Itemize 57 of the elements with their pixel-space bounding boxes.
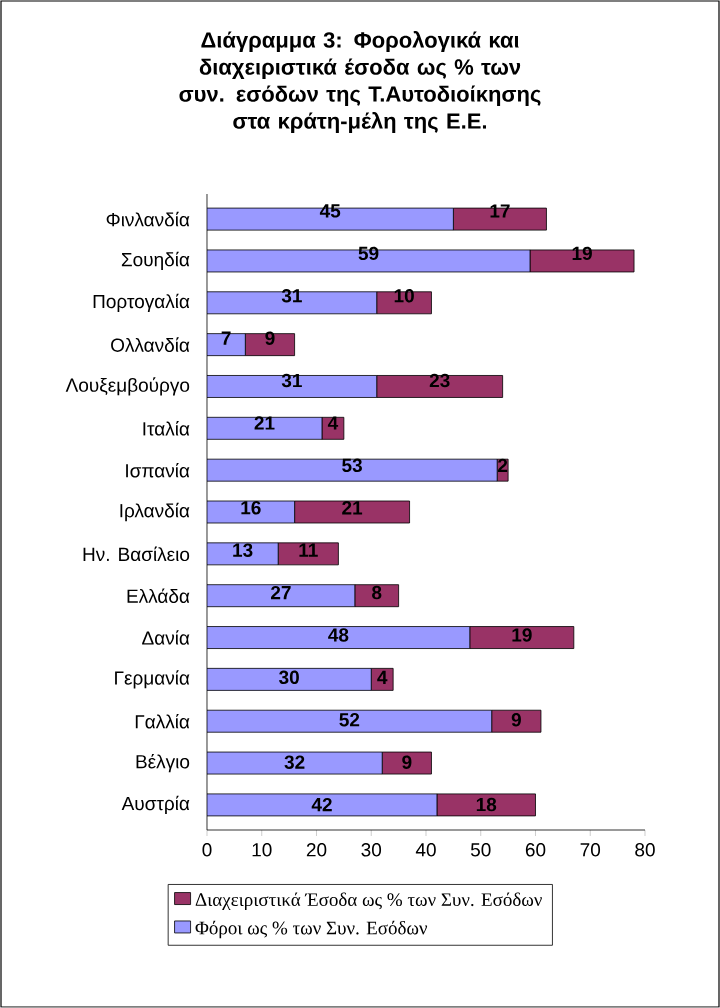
- data-label: 9: [511, 713, 521, 727]
- x-tick-label: 50: [470, 843, 491, 857]
- data-label: 10: [394, 289, 414, 303]
- x-tick-label: 80: [635, 843, 655, 857]
- data-label: 9: [265, 331, 275, 345]
- data-label: 8: [372, 585, 382, 600]
- y-tick-label: Γερμανία: [115, 670, 190, 689]
- data-label: 4: [327, 416, 339, 430]
- data-label: 21: [342, 501, 363, 515]
- data-label: 7: [221, 331, 231, 345]
- y-tick-label: Γαλλία: [135, 713, 190, 729]
- data-label: 30: [278, 670, 299, 685]
- data-label: 32: [284, 755, 305, 769]
- x-tick-label: 20: [306, 843, 327, 857]
- data-label: 31: [281, 373, 302, 388]
- data-label: 21: [254, 416, 275, 430]
- data-label: 4: [377, 670, 388, 684]
- y-tick-label: Πορτογαλία: [93, 293, 190, 312]
- data-label: 48: [328, 628, 349, 642]
- chart-title: Διάγραμμα 3: Φορολογικά και διαχειριστικά έσοδα ως % των συν. εσόδων της Τ.Αυτοδιοίκησης στα κράτη-μέλη της Ε.Ε.: [179, 31, 541, 134]
- data-label: 11: [299, 543, 318, 557]
- x-tick-label: 40: [415, 843, 436, 857]
- y-tick-label: Ισπανία: [126, 462, 190, 478]
- x-tick-label: 30: [361, 843, 382, 857]
- x-tick-label: 10: [252, 843, 272, 857]
- data-label: 2: [498, 458, 508, 472]
- y-tick-label: Βέλγιο: [136, 753, 190, 773]
- data-label: 16: [241, 501, 261, 515]
- data-label: 31: [281, 289, 302, 303]
- legend-label: Διαχειριστικά Έσοδα ως % των Συν. Εσόδων: [195, 892, 542, 910]
- data-label: 53: [342, 458, 362, 473]
- y-tick-label: Δανία: [142, 630, 190, 645]
- data-label: 9: [402, 755, 412, 769]
- legend-label: Φόροι ως % των Συν. Εσόδων: [195, 920, 428, 939]
- data-label: 27: [271, 585, 291, 600]
- data-label: 23: [429, 373, 450, 388]
- x-tick-label: 0: [202, 843, 212, 857]
- y-tick-label: Αυστρία: [121, 795, 190, 815]
- data-label: 45: [319, 204, 341, 218]
- y-tick-label: Ιρλανδία: [120, 502, 190, 522]
- data-label: 59: [358, 246, 379, 261]
- data-label: 42: [311, 797, 332, 812]
- y-tick-label: Φινλανδία: [106, 211, 190, 227]
- x-tick-label: 60: [525, 843, 546, 857]
- y-tick-label: Ελλάδα: [127, 588, 190, 603]
- y-tick-label: Λουξεμβούργο: [65, 377, 190, 396]
- data-label: 18: [476, 797, 497, 812]
- data-label: 17: [490, 204, 510, 218]
- data-label: 52: [339, 713, 360, 727]
- y-tick-label: Ιταλία: [143, 421, 190, 436]
- data-label: 19: [572, 246, 592, 261]
- y-tick-label: Σουηδία: [121, 251, 190, 271]
- x-tick-label: 70: [580, 843, 601, 857]
- data-label: 19: [512, 628, 532, 642]
- y-tick-label: Ην. Βασίλειο: [83, 546, 190, 562]
- data-label: 13: [233, 543, 253, 557]
- y-tick-label: Ολλανδία: [111, 337, 190, 352]
